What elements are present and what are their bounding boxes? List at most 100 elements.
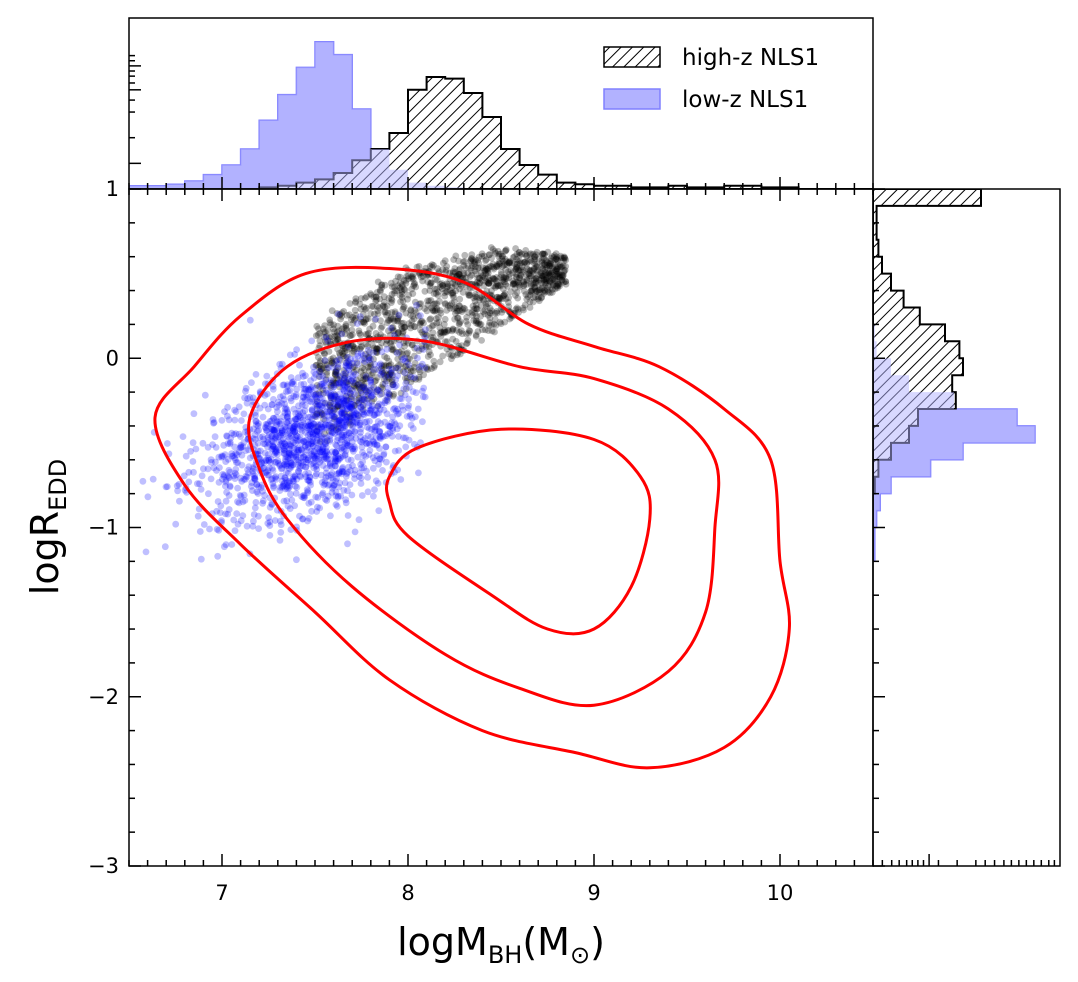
scatter-point-low-z <box>313 452 321 460</box>
scatter-point-high-z <box>322 338 329 346</box>
scatter-point-high-z <box>341 374 348 382</box>
scatter-point-low-z <box>263 390 271 398</box>
scatter-point-high-z <box>431 285 439 293</box>
scatter-point-low-z <box>386 422 393 430</box>
scatter-point-low-z <box>401 391 409 399</box>
scatter-point-high-z <box>453 326 461 334</box>
scatter-point-low-z <box>368 425 375 433</box>
scatter-point-high-z <box>340 410 348 418</box>
scatter-point-low-z <box>350 411 357 419</box>
scatter-point-high-z <box>497 320 505 328</box>
scatter-point-low-z <box>278 483 286 491</box>
scatter-point-high-z <box>501 318 509 326</box>
scatter-point-high-z <box>393 287 401 295</box>
scatter-point-low-z <box>161 543 169 551</box>
scatter-point-high-z <box>415 366 423 374</box>
scatter-point-low-z <box>249 467 257 475</box>
scatter-point-high-z <box>484 279 492 287</box>
scatter-point-high-z <box>391 289 398 297</box>
scatter-point-low-z <box>367 377 374 385</box>
scatter-point-low-z <box>343 405 351 413</box>
scatter-point-high-z <box>474 257 482 264</box>
scatter-point-low-z <box>395 410 403 417</box>
scatter-point-low-z <box>323 465 330 472</box>
scatter-point-high-z <box>430 364 438 371</box>
scatter-point-low-z <box>362 453 370 460</box>
scatter-point-high-z <box>356 300 364 308</box>
scatter-point-low-z <box>251 431 259 439</box>
scatter-point-low-z <box>278 465 285 473</box>
scatter-point-high-z <box>519 277 527 285</box>
scatter-point-high-z <box>452 309 459 317</box>
scatter-point-high-z <box>430 321 437 329</box>
scatter-point-low-z <box>272 449 279 457</box>
scatter-point-low-z <box>256 456 264 463</box>
scatter-point-high-z <box>361 320 368 327</box>
scatter-point-low-z <box>231 475 239 482</box>
scatter-point-high-z <box>328 357 335 365</box>
scatter-point-high-z <box>409 290 417 297</box>
scatter-point-high-z <box>477 269 485 277</box>
scatter-point-high-z <box>384 317 392 324</box>
scatter-point-high-z <box>429 329 437 337</box>
scatter-point-high-z <box>386 370 394 377</box>
scatter-point-low-z <box>300 389 308 397</box>
scatter-point-low-z <box>308 452 316 460</box>
scatter-point-low-z <box>328 448 336 456</box>
scatter-point-high-z <box>380 375 388 383</box>
scatter-point-low-z <box>271 428 278 435</box>
scatter-point-high-z <box>342 354 350 362</box>
scatter-point-low-z <box>402 434 409 442</box>
scatter-point-high-z <box>461 251 469 259</box>
scatter-point-low-z <box>340 445 348 453</box>
scatter-point-low-z <box>283 419 291 426</box>
scatter-point-low-z <box>298 401 306 409</box>
scatter-point-low-z <box>310 452 318 460</box>
scatter-point-low-z <box>310 448 318 456</box>
scatter-point-low-z <box>347 456 355 464</box>
scatter-point-low-z <box>305 454 312 462</box>
scatter-point-high-z <box>389 346 397 354</box>
scatter-point-high-z <box>404 349 411 357</box>
scatter-point-high-z <box>349 364 357 371</box>
scatter-point-high-z <box>419 273 427 280</box>
scatter-point-high-z <box>468 264 475 272</box>
scatter-point-low-z <box>344 401 352 409</box>
scatter-point-low-z <box>218 452 226 460</box>
scatter-point-low-z <box>364 473 372 481</box>
scatter-point-low-z <box>330 400 338 408</box>
scatter-point-high-z <box>497 282 504 290</box>
scatter-point-high-z <box>535 297 543 305</box>
scatter-point-low-z <box>342 416 350 424</box>
scatter-point-high-z <box>458 308 466 315</box>
scatter-point-high-z <box>385 327 392 335</box>
scatter-point-high-z <box>506 270 513 278</box>
scatter-point-high-z <box>347 414 355 422</box>
scatter-point-low-z <box>371 360 379 368</box>
scatter-point-high-z <box>462 330 470 338</box>
scatter-point-low-z <box>339 468 346 476</box>
scatter-point-high-z <box>412 376 420 383</box>
scatter-point-high-z <box>416 300 423 308</box>
scatter-point-low-z <box>327 390 335 398</box>
scatter-point-high-z <box>334 425 342 432</box>
scatter-point-high-z <box>352 315 359 322</box>
scatter-point-low-z <box>325 451 333 459</box>
scatter-point-low-z <box>307 428 315 435</box>
scatter-point-high-z <box>506 259 513 267</box>
scatter-point-low-z <box>222 497 230 505</box>
scatter-point-low-z <box>246 454 254 462</box>
scatter-point-low-z <box>409 425 417 432</box>
scatter-point-low-z <box>232 450 240 457</box>
scatter-point-high-z <box>476 321 484 329</box>
scatter-point-high-z <box>316 342 324 349</box>
scatter-point-low-z <box>317 411 324 419</box>
scatter-point-low-z <box>231 416 239 424</box>
scatter-point-low-z <box>286 387 294 394</box>
scatter-point-high-z <box>343 359 350 367</box>
scatter-point-low-z <box>374 403 382 411</box>
scatter-point-low-z <box>375 428 383 436</box>
scatter-point-high-z <box>365 363 372 371</box>
scatter-point-low-z <box>214 552 222 560</box>
scatter-point-low-z <box>299 515 306 523</box>
